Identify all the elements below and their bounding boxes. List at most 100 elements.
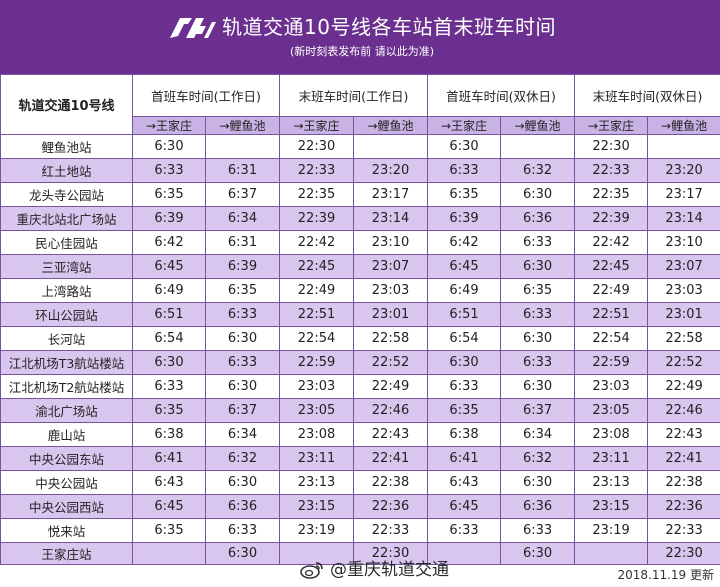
time-cell: 22:39 [279, 206, 355, 231]
station-name: 中央公园站 [0, 470, 133, 495]
time-cell: 23:01 [647, 302, 720, 327]
time-cell: 6:45 [132, 254, 206, 279]
group-header: 首班车时间(工作日) [131, 74, 281, 117]
station-name: 王家庄站 [0, 542, 133, 565]
time-cell: 23:07 [353, 254, 429, 279]
time-cell [647, 134, 720, 159]
time-cell: 6:45 [132, 494, 206, 519]
time-cell: 23:03 [279, 374, 355, 399]
time-cell: 22:52 [647, 350, 720, 375]
time-cell: 23:13 [574, 470, 649, 495]
time-cell: 6:33 [427, 158, 502, 183]
time-cell: 23:11 [574, 446, 649, 471]
line-label: 轨道交通10号线 [0, 74, 133, 135]
time-cell: 6:37 [204, 182, 281, 207]
time-cell: 6:30 [427, 134, 502, 159]
time-cell: 6:32 [500, 158, 576, 183]
table-row: 三亚湾站 6:45 6:39 22:45 23:07 6:45 6:30 22:45 23:07 [0, 254, 720, 279]
time-cell: 6:33 [500, 230, 576, 255]
time-cell: 22:33 [574, 158, 649, 183]
time-cell: 6:35 [204, 278, 281, 303]
station-name: 长河站 [0, 326, 133, 351]
time-cell: 6:43 [427, 470, 502, 495]
time-cell: 22:43 [647, 422, 720, 447]
time-cell: 23:10 [353, 230, 429, 255]
time-cell: 22:46 [647, 398, 720, 423]
group-header: 末班车时间(双休日) [574, 74, 720, 117]
time-cell [132, 542, 206, 565]
station-name: 江北机场T3航站楼站 [0, 350, 133, 375]
table-row: 鹿山站 6:38 6:34 23:08 22:43 6:38 6:34 23:08 22:43 [0, 422, 720, 447]
time-cell: 6:41 [132, 446, 206, 471]
time-cell: 23:13 [279, 470, 355, 495]
time-cell: 23:03 [647, 278, 720, 303]
time-cell: 6:49 [427, 278, 502, 303]
time-cell: 6:35 [132, 518, 206, 543]
table-row: 悦来站 6:35 6:33 23:19 22:33 6:33 6:33 23:19 22:33 [0, 518, 720, 543]
time-cell: 22:38 [647, 470, 720, 495]
table-row: 江北机场T3航站楼站 6:30 6:33 22:59 22:52 6:30 6:33 22:5… [0, 350, 720, 375]
time-cell [574, 542, 649, 565]
station-name: 江北机场T2航站楼站 [0, 374, 133, 399]
time-cell: 6:54 [427, 326, 502, 351]
time-cell: 6:42 [132, 230, 206, 255]
time-cell: 6:49 [132, 278, 206, 303]
time-cell: 6:32 [500, 446, 576, 471]
time-cell: 23:20 [647, 158, 720, 183]
table-row: 红土地站 6:33 6:31 22:33 23:20 6:33 6:32 22:33 23:20 [0, 158, 720, 183]
station-name: 三亚湾站 [0, 254, 133, 279]
station-name: 红土地站 [0, 158, 133, 183]
page-title: 轨道交通10号线各车站首末班车时间 [222, 15, 556, 39]
time-cell: 23:17 [647, 182, 720, 207]
time-cell: 22:45 [574, 254, 649, 279]
time-cell: 22:54 [574, 326, 649, 351]
time-cell: 6:30 [204, 326, 281, 351]
time-cell [279, 542, 355, 565]
time-cell: 22:49 [647, 374, 720, 399]
time-cell: 6:39 [132, 206, 206, 231]
time-cell: 23:15 [574, 494, 649, 519]
time-cell [500, 134, 576, 159]
time-cell: 22:49 [574, 278, 649, 303]
table-row: 龙头寺公园站 6:35 6:37 22:35 23:17 6:35 6:30 22:35 23:… [0, 182, 720, 207]
time-cell: 6:35 [427, 182, 502, 207]
time-cell: 22:30 [647, 542, 720, 565]
station-name: 龙头寺公园站 [0, 182, 133, 207]
direction-header: →鲤鱼池 [353, 116, 429, 135]
time-cell: 22:39 [574, 206, 649, 231]
time-cell: 6:33 [132, 158, 206, 183]
update-date: 2018.11.19 更新 [617, 568, 714, 582]
time-cell: 23:19 [279, 518, 355, 543]
station-name: 重庆北站北广场站 [0, 206, 133, 231]
time-cell: 23:10 [647, 230, 720, 255]
time-cell: 22:51 [574, 302, 649, 327]
time-cell: 6:30 [204, 374, 281, 399]
time-cell: 22:30 [279, 134, 355, 159]
direction-header: →鲤鱼池 [500, 116, 576, 135]
time-cell: 22:49 [353, 374, 429, 399]
direction-header: →王家庄 [574, 116, 649, 135]
time-cell: 22:46 [353, 398, 429, 423]
time-cell: 6:30 [500, 542, 576, 565]
time-cell: 6:33 [204, 518, 281, 543]
time-cell: 6:51 [427, 302, 502, 327]
time-cell: 6:30 [427, 350, 502, 375]
time-cell: 6:39 [427, 206, 502, 231]
time-cell: 23:15 [279, 494, 355, 519]
station-name: 中央公园东站 [0, 446, 133, 471]
time-cell: 6:33 [500, 350, 576, 375]
time-cell: 22:35 [279, 182, 355, 207]
station-name: 鲤鱼池站 [0, 134, 133, 159]
time-cell: 6:30 [500, 374, 576, 399]
time-cell: 6:37 [500, 398, 576, 423]
time-cell: 23:01 [353, 302, 429, 327]
time-cell: 6:54 [132, 326, 206, 351]
time-cell: 22:33 [647, 518, 720, 543]
time-cell: 6:32 [204, 446, 281, 471]
time-cell: 6:36 [204, 494, 281, 519]
time-cell: 6:30 [204, 542, 281, 565]
time-cell: 23:07 [647, 254, 720, 279]
crt-logo-icon [170, 18, 216, 38]
time-cell: 22:59 [279, 350, 355, 375]
time-cell: 22:36 [647, 494, 720, 519]
